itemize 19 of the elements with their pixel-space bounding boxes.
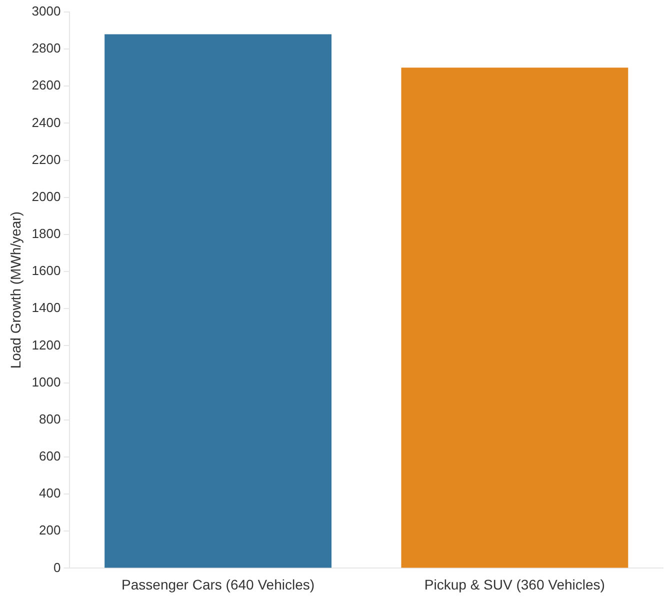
y-tick-label: 1400: [32, 300, 61, 316]
y-tick-label: 1200: [32, 337, 61, 352]
y-tick-label: 400: [39, 486, 61, 501]
y-tick-label: 2400: [32, 114, 61, 130]
y-tick-label: 2600: [32, 78, 61, 93]
y-tick-label: 2200: [32, 152, 61, 167]
y-tick-label: 0: [53, 560, 61, 575]
y-axis-title: Load Growth (MWh/year): [7, 212, 24, 369]
x-tick-label: Pickup & SUV (360 Vehicles): [424, 576, 605, 592]
y-tick-label: 1600: [32, 263, 61, 278]
y-tick-label: 600: [39, 448, 61, 464]
y-tick-label: 3000: [32, 4, 61, 19]
y-tick-label: 1800: [32, 226, 61, 242]
y-tick-label: 200: [39, 522, 61, 538]
y-tick-label: 2000: [32, 188, 61, 204]
y-tick-label: 800: [39, 411, 61, 426]
y-tick-label: 1000: [32, 374, 61, 390]
x-tick-label: Passenger Cars (640 Vehicles): [122, 576, 315, 592]
y-tick-label: 2800: [32, 40, 61, 56]
